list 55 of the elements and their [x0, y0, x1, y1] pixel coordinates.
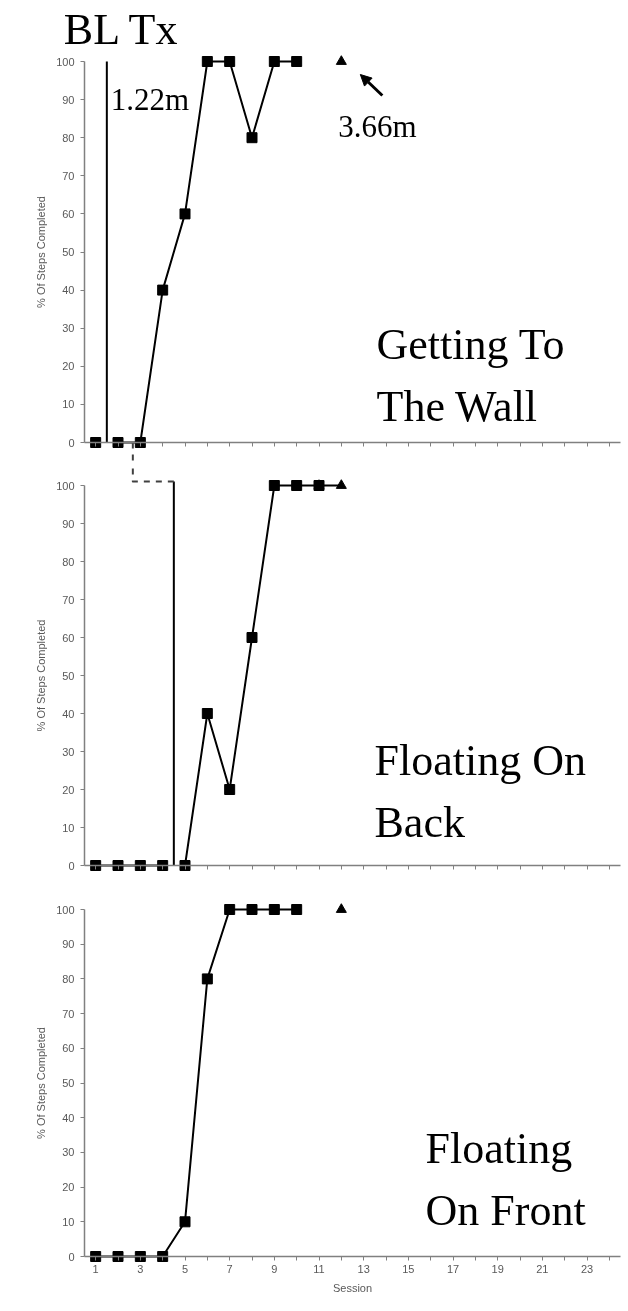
- y-tick-label: 100: [56, 55, 75, 68]
- y-tick-label: 0: [68, 859, 75, 872]
- y-tick-label: 0: [68, 1250, 75, 1263]
- y-tick-label: 70: [62, 593, 75, 606]
- x-tick-label: 9: [271, 1262, 278, 1275]
- y-tick-label: 40: [62, 1111, 75, 1124]
- y-tick-label: 70: [62, 169, 75, 182]
- y-tick-label: 30: [62, 1146, 75, 1159]
- y-tick-label: 50: [62, 669, 75, 682]
- y-tick-label: 10: [62, 1215, 75, 1228]
- annotation: 3.66m: [338, 109, 417, 144]
- y-tick-label: 20: [62, 1181, 75, 1194]
- y-tick-label: 50: [62, 246, 75, 258]
- y-axis-title: % Of Steps Completed: [35, 619, 48, 732]
- y-tick-label: 70: [62, 1007, 75, 1020]
- text: Floating On Front: [425, 1124, 586, 1235]
- x-tick-label: 11: [313, 1262, 325, 1275]
- y-axis-title: % Of Steps Completed: [35, 196, 48, 308]
- x-tick-label: 19: [491, 1262, 504, 1275]
- y-tick-label: 100: [56, 479, 75, 492]
- x-tick-label: 17: [446, 1262, 460, 1275]
- y-tick-label: 90: [62, 517, 75, 530]
- y-tick-label: 10: [62, 398, 75, 411]
- y-tick-label: 60: [62, 631, 75, 644]
- y-tick-label: 20: [62, 783, 75, 796]
- y-tick-label: 80: [62, 972, 75, 985]
- y-axis-title: % Of Steps Completed: [35, 1027, 48, 1139]
- x-tick-label: 5: [181, 1262, 189, 1275]
- x-tick-label: 21: [536, 1262, 549, 1275]
- y-tick-label: 40: [62, 284, 75, 297]
- y-tick-label: 60: [62, 207, 75, 220]
- y-tick-label: 20: [62, 360, 75, 373]
- x-tick-label: 23: [580, 1262, 594, 1275]
- x-tick-label: 15: [402, 1262, 415, 1275]
- y-tick-label: 100: [56, 903, 75, 916]
- y-tick-label: 10: [62, 821, 75, 834]
- text: Getting To The Wall: [376, 320, 565, 431]
- x-tick-label: 7: [226, 1262, 233, 1275]
- y-tick-label: 30: [62, 322, 75, 335]
- y-tick-label: 30: [62, 745, 75, 758]
- x-tick-label: 13: [357, 1262, 370, 1275]
- y-tick-label: 40: [62, 707, 75, 720]
- x-tick-label: 1: [92, 1262, 99, 1275]
- y-tick-label: 80: [62, 555, 75, 568]
- y-tick-label: 90: [62, 93, 75, 106]
- y-tick-label: 0: [68, 436, 75, 449]
- text: Floating On Back: [374, 736, 586, 847]
- x-axis-title: Session: [332, 1281, 373, 1294]
- y-tick-label: 80: [62, 131, 75, 144]
- x-tick-label: 3: [137, 1262, 144, 1275]
- y-tick-label: 90: [62, 938, 75, 951]
- annotation: 1.22m: [110, 82, 190, 118]
- y-tick-label: 50: [62, 1077, 75, 1089]
- y-tick-label: 60: [62, 1042, 75, 1055]
- ref-line-label: BL Tx: [63, 4, 178, 54]
